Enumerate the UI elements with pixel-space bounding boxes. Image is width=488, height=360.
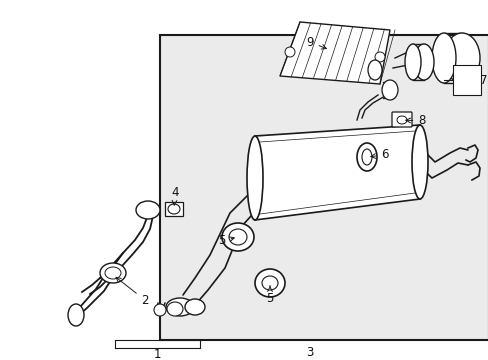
Ellipse shape <box>105 267 121 279</box>
Text: 6: 6 <box>370 148 388 162</box>
Text: 5: 5 <box>266 286 273 305</box>
Ellipse shape <box>285 47 294 57</box>
Text: 8: 8 <box>405 114 425 127</box>
Text: 2: 2 <box>116 278 148 306</box>
Ellipse shape <box>381 80 397 100</box>
Ellipse shape <box>136 201 160 219</box>
Ellipse shape <box>431 33 455 83</box>
Ellipse shape <box>374 52 384 62</box>
Ellipse shape <box>361 149 371 165</box>
Ellipse shape <box>184 299 204 315</box>
Bar <box>164 202 183 216</box>
Ellipse shape <box>154 304 165 316</box>
Ellipse shape <box>443 33 479 83</box>
Text: 7: 7 <box>479 73 487 86</box>
Ellipse shape <box>246 136 263 220</box>
Ellipse shape <box>222 223 253 251</box>
Ellipse shape <box>411 125 427 199</box>
Ellipse shape <box>254 269 285 297</box>
Ellipse shape <box>396 116 406 124</box>
Ellipse shape <box>168 204 180 214</box>
Ellipse shape <box>68 304 84 326</box>
Ellipse shape <box>356 143 376 171</box>
Ellipse shape <box>413 44 433 80</box>
Bar <box>452 65 480 95</box>
Ellipse shape <box>167 302 183 316</box>
Ellipse shape <box>367 60 381 80</box>
Text: 1: 1 <box>153 348 161 360</box>
FancyBboxPatch shape <box>391 112 411 127</box>
Ellipse shape <box>228 229 246 245</box>
Ellipse shape <box>404 44 420 80</box>
Text: 3: 3 <box>305 346 313 359</box>
Ellipse shape <box>262 276 278 290</box>
Bar <box>160 35 488 340</box>
Polygon shape <box>254 125 419 220</box>
Ellipse shape <box>165 298 194 316</box>
Text: 4: 4 <box>171 185 179 205</box>
Ellipse shape <box>100 263 126 283</box>
Text: 9: 9 <box>305 36 326 49</box>
Text: 5: 5 <box>218 234 234 248</box>
Polygon shape <box>280 22 389 84</box>
